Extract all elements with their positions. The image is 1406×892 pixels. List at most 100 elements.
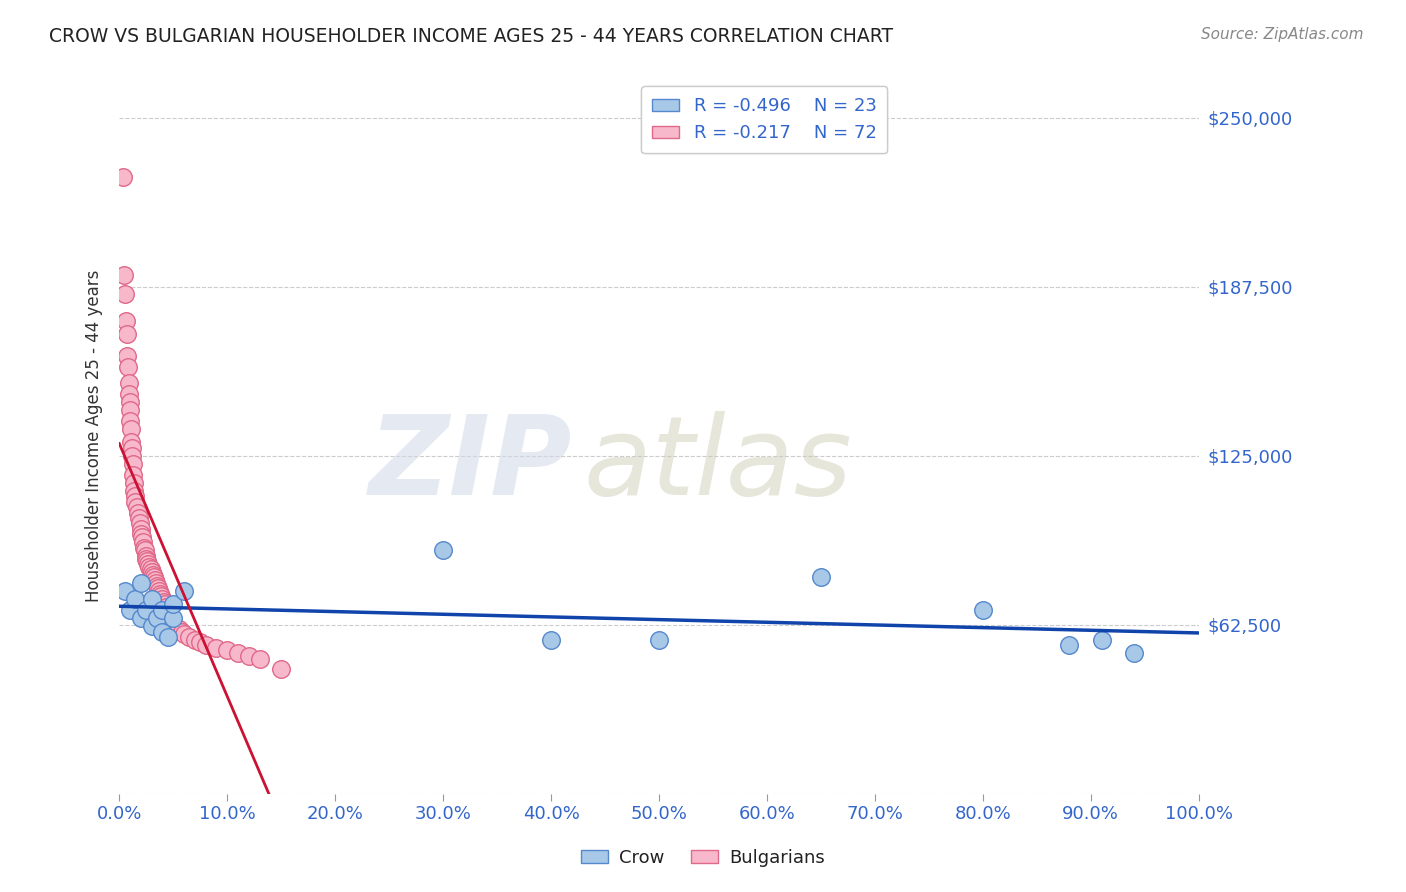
Legend: Crow, Bulgarians: Crow, Bulgarians — [574, 842, 832, 874]
Point — [162, 611, 184, 625]
Point — [152, 603, 174, 617]
Text: ZIP: ZIP — [370, 410, 572, 517]
Point — [138, 559, 160, 574]
Point — [238, 648, 260, 663]
Y-axis label: Householder Income Ages 25 - 44 years: Householder Income Ages 25 - 44 years — [86, 269, 103, 602]
Point — [143, 573, 166, 587]
Point — [139, 562, 162, 576]
Point — [118, 386, 141, 401]
Point — [194, 638, 217, 652]
Point — [142, 570, 165, 584]
Point — [120, 414, 142, 428]
Point — [115, 327, 138, 342]
Point — [120, 603, 142, 617]
Point — [145, 575, 167, 590]
Point — [124, 495, 146, 509]
Point — [128, 511, 150, 525]
Point — [142, 567, 165, 582]
Point — [165, 619, 187, 633]
Point — [114, 584, 136, 599]
Point — [226, 646, 249, 660]
Text: atlas: atlas — [583, 410, 852, 517]
Point — [150, 590, 173, 604]
Point — [120, 394, 142, 409]
Point — [152, 624, 174, 639]
Point — [128, 516, 150, 531]
Point — [1057, 638, 1080, 652]
Point — [129, 611, 152, 625]
Point — [157, 608, 180, 623]
Point — [124, 483, 146, 498]
Point — [134, 543, 156, 558]
Point — [156, 606, 179, 620]
Point — [217, 643, 239, 657]
Point — [114, 314, 136, 328]
Point — [173, 584, 195, 599]
Point — [124, 475, 146, 490]
Point — [179, 630, 201, 644]
Point — [146, 578, 169, 592]
Point — [972, 603, 994, 617]
Point — [184, 632, 207, 647]
Legend: R = -0.496    N = 23, R = -0.217    N = 72: R = -0.496 N = 23, R = -0.217 N = 72 — [641, 87, 887, 153]
Point — [132, 535, 155, 549]
Point — [129, 522, 152, 536]
Point — [141, 565, 163, 579]
Point — [118, 376, 141, 390]
Point — [167, 622, 190, 636]
Point — [136, 554, 159, 568]
Point — [135, 549, 157, 563]
Point — [114, 286, 136, 301]
Point — [129, 527, 152, 541]
Point — [124, 489, 146, 503]
Point — [249, 651, 271, 665]
Point — [112, 268, 135, 282]
Point — [120, 422, 142, 436]
Point — [1123, 646, 1146, 660]
Point — [170, 624, 193, 639]
Point — [146, 611, 169, 625]
Point — [205, 640, 228, 655]
Point — [156, 603, 179, 617]
Point — [153, 598, 176, 612]
Point — [120, 435, 142, 450]
Text: Source: ZipAtlas.com: Source: ZipAtlas.com — [1201, 27, 1364, 42]
Point — [131, 530, 153, 544]
Text: CROW VS BULGARIAN HOUSEHOLDER INCOME AGES 25 - 44 YEARS CORRELATION CHART: CROW VS BULGARIAN HOUSEHOLDER INCOME AGE… — [49, 27, 893, 45]
Point — [155, 600, 177, 615]
Point — [162, 598, 184, 612]
Point — [149, 587, 172, 601]
Point — [135, 551, 157, 566]
Point — [132, 541, 155, 555]
Point — [125, 500, 148, 515]
Point — [810, 570, 832, 584]
Point — [648, 632, 671, 647]
Point — [122, 457, 145, 471]
Point — [121, 441, 143, 455]
Point — [432, 543, 454, 558]
Point — [146, 581, 169, 595]
Point — [159, 611, 181, 625]
Point — [117, 359, 139, 374]
Point — [540, 632, 562, 647]
Point — [120, 403, 142, 417]
Point — [188, 635, 211, 649]
Point — [129, 575, 152, 590]
Point — [162, 616, 184, 631]
Point — [138, 557, 160, 571]
Point — [152, 595, 174, 609]
Point — [152, 592, 174, 607]
Point — [141, 592, 163, 607]
Point — [141, 619, 163, 633]
Point — [135, 603, 157, 617]
Point — [121, 449, 143, 463]
Point — [127, 506, 149, 520]
Point — [160, 614, 183, 628]
Point — [122, 467, 145, 482]
Point — [270, 662, 292, 676]
Point — [124, 592, 146, 607]
Point — [156, 630, 179, 644]
Point — [173, 627, 195, 641]
Point — [148, 584, 170, 599]
Point — [1090, 632, 1112, 647]
